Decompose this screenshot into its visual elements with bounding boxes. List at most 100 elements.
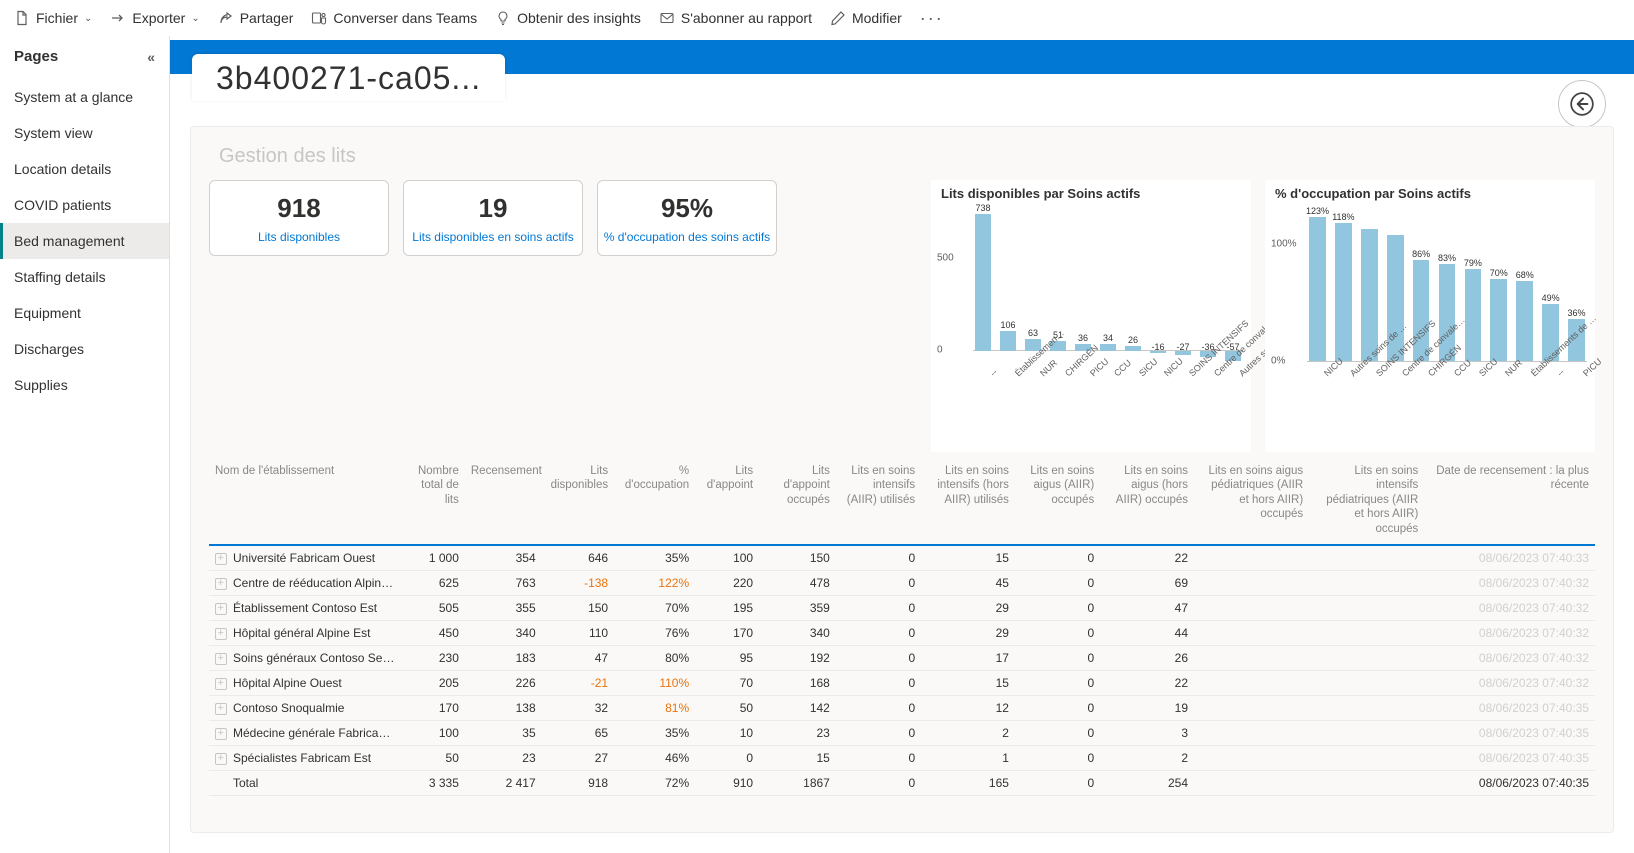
expand-icon[interactable] (215, 553, 227, 565)
table-cell: 08/06/2023 07:40:35 (1424, 770, 1595, 795)
expand-icon[interactable] (215, 628, 227, 640)
chart-bar[interactable]: 63 (1023, 203, 1043, 361)
kpi-card[interactable]: 19Lits disponibles en soins actifs (403, 180, 583, 256)
table-row[interactable]: Contoso Snoqualmie1701383281%50142012019… (209, 695, 1595, 720)
file-menu[interactable]: Fichier ⌄ (14, 10, 92, 26)
chart-bar[interactable]: 118% (1333, 203, 1354, 361)
sidebar-item-equipment[interactable]: Equipment (0, 295, 169, 331)
table-cell: 23 (759, 720, 836, 745)
expand-icon[interactable] (215, 678, 227, 690)
expand-icon[interactable] (215, 603, 227, 615)
table-cell (1309, 745, 1424, 770)
facilities-table[interactable]: Nom de l'établissementNombre total de li… (209, 460, 1595, 796)
chart-bar[interactable]: 79% (1462, 203, 1483, 361)
table-cell (1309, 720, 1424, 745)
table-header[interactable]: Date de recensement : la plus récente (1424, 460, 1595, 545)
subscribe-button[interactable]: S'abonner au rapport (659, 10, 812, 26)
share-button[interactable]: Partager (218, 10, 294, 26)
chart-bar[interactable]: -36 (1198, 203, 1218, 361)
expand-icon[interactable] (215, 703, 227, 715)
chart-bar[interactable]: -16 (1148, 203, 1168, 361)
table-header[interactable]: Nombre total de lits (401, 460, 465, 545)
table-header[interactable]: Nom de l'établissement (209, 460, 401, 545)
insights-button[interactable]: Obtenir des insights (495, 10, 641, 26)
table-header[interactable]: Lits en soins aigus (AIIR) occupés (1015, 460, 1100, 545)
expand-icon[interactable] (215, 578, 227, 590)
table-cell (1194, 595, 1309, 620)
table-row[interactable]: Établissement Contoso Est50535515070%195… (209, 595, 1595, 620)
export-menu[interactable]: Exporter ⌄ (110, 10, 199, 26)
table-cell: 47 (1100, 595, 1194, 620)
bar-label: 123% (1306, 206, 1329, 216)
table-cell: 08/06/2023 07:40:33 (1424, 545, 1595, 571)
table-cell (1309, 670, 1424, 695)
chart-occupancy-percent[interactable]: % d'occupation par Soins actifs 0%100%12… (1265, 180, 1595, 452)
chart-bar[interactable]: 70% (1488, 203, 1509, 361)
sidebar-item-covid-patients[interactable]: COVID patients (0, 187, 169, 223)
kpi-card[interactable]: 918Lits disponibles (209, 180, 389, 256)
more-options[interactable]: ··· (920, 8, 944, 29)
table-row[interactable]: Soins généraux Contoso Sea…2301834780%95… (209, 645, 1595, 670)
table-cell: 763 (465, 570, 542, 595)
table-header[interactable]: Lits en soins intensifs (hors AIIR) util… (921, 460, 1015, 545)
kpi-value: 95% (661, 193, 713, 224)
chart-bar[interactable]: -27 (1173, 203, 1193, 361)
sidebar-item-supplies[interactable]: Supplies (0, 367, 169, 403)
table-header[interactable]: Lits en soins aigus (hors AIIR) occupés (1100, 460, 1194, 545)
sidebar-item-location-details[interactable]: Location details (0, 151, 169, 187)
table-row[interactable]: Université Fabricam Ouest1 00035464635%1… (209, 545, 1595, 571)
expand-icon[interactable] (215, 728, 227, 740)
chart-bar[interactable] (1359, 203, 1380, 361)
bar-label: 86% (1412, 249, 1430, 259)
table-row[interactable]: Hôpital général Alpine Est45034011076%17… (209, 620, 1595, 645)
expand-icon[interactable] (215, 753, 227, 765)
sidebar-item-discharges[interactable]: Discharges (0, 331, 169, 367)
table-cell: 50 (401, 745, 465, 770)
table-cell: 100 (695, 545, 759, 571)
chart-beds-available[interactable]: Lits disponibles par Soins actifs 050073… (931, 180, 1251, 452)
expand-icon[interactable] (215, 653, 227, 665)
chart-bar[interactable]: 738 (973, 203, 993, 361)
table-cell: 100 (401, 720, 465, 745)
table-header[interactable]: Lits d'appoint (695, 460, 759, 545)
table-cell: 918 (542, 770, 614, 795)
chart-bar[interactable]: 123% (1307, 203, 1328, 361)
table-row[interactable]: Hôpital Alpine Ouest205226-21110%7016801… (209, 670, 1595, 695)
chart-bar[interactable]: 36 (1073, 203, 1093, 361)
facility-name: Spécialistes Fabricam Est (209, 745, 401, 770)
kpi-card[interactable]: 95%% d'occupation des soins actifs (597, 180, 777, 256)
table-header[interactable]: Lits en soins intensifs (AIIR) utilisés (836, 460, 921, 545)
chart-bar[interactable]: 68% (1514, 203, 1535, 361)
collapse-sidebar-icon[interactable]: « (147, 49, 155, 65)
teams-button[interactable]: Converser dans Teams (311, 10, 477, 26)
chart-bar[interactable]: 34 (1098, 203, 1118, 361)
back-button[interactable] (1558, 80, 1606, 128)
table-cell: 354 (465, 545, 542, 571)
table-row[interactable]: Spécialistes Fabricam Est50232746%015010… (209, 745, 1595, 770)
table-cell (1309, 620, 1424, 645)
table-cell: 0 (1015, 720, 1100, 745)
chart-bar[interactable]: 26 (1123, 203, 1143, 361)
table-cell: 29 (921, 595, 1015, 620)
sidebar-item-staffing-details[interactable]: Staffing details (0, 259, 169, 295)
table-header[interactable]: Recensement (465, 460, 542, 545)
table-header[interactable]: Lits d'appoint occupés (759, 460, 836, 545)
facility-name: Médecine générale Fabricam… (209, 720, 401, 745)
table-row[interactable]: Médecine générale Fabricam…100356535%102… (209, 720, 1595, 745)
sidebar-item-bed-management[interactable]: Bed management (0, 223, 169, 259)
table-header[interactable]: Lits en soins aigus pédiatriques (AIIR e… (1194, 460, 1309, 545)
chart-bar[interactable]: 49% (1540, 203, 1561, 361)
facility-name: Hôpital général Alpine Est (209, 620, 401, 645)
sidebar-item-system-at-a-glance[interactable]: System at a glance (0, 79, 169, 115)
table-row[interactable]: Centre de rééducation Alpine…625763-1381… (209, 570, 1595, 595)
chart-bar[interactable]: 106 (998, 203, 1018, 361)
edit-button[interactable]: Modifier (830, 10, 902, 26)
section-title: Gestion des lits (219, 145, 1595, 168)
table-header[interactable]: Lits disponibles (542, 460, 614, 545)
table-header[interactable]: % d'occupation (614, 460, 695, 545)
bar-label: 68% (1516, 270, 1534, 280)
table-cell: 150 (542, 595, 614, 620)
table-header[interactable]: Lits en soins intensifs pédiatriques (AI… (1309, 460, 1424, 545)
sidebar-item-system-view[interactable]: System view (0, 115, 169, 151)
table-cell: 15 (759, 745, 836, 770)
